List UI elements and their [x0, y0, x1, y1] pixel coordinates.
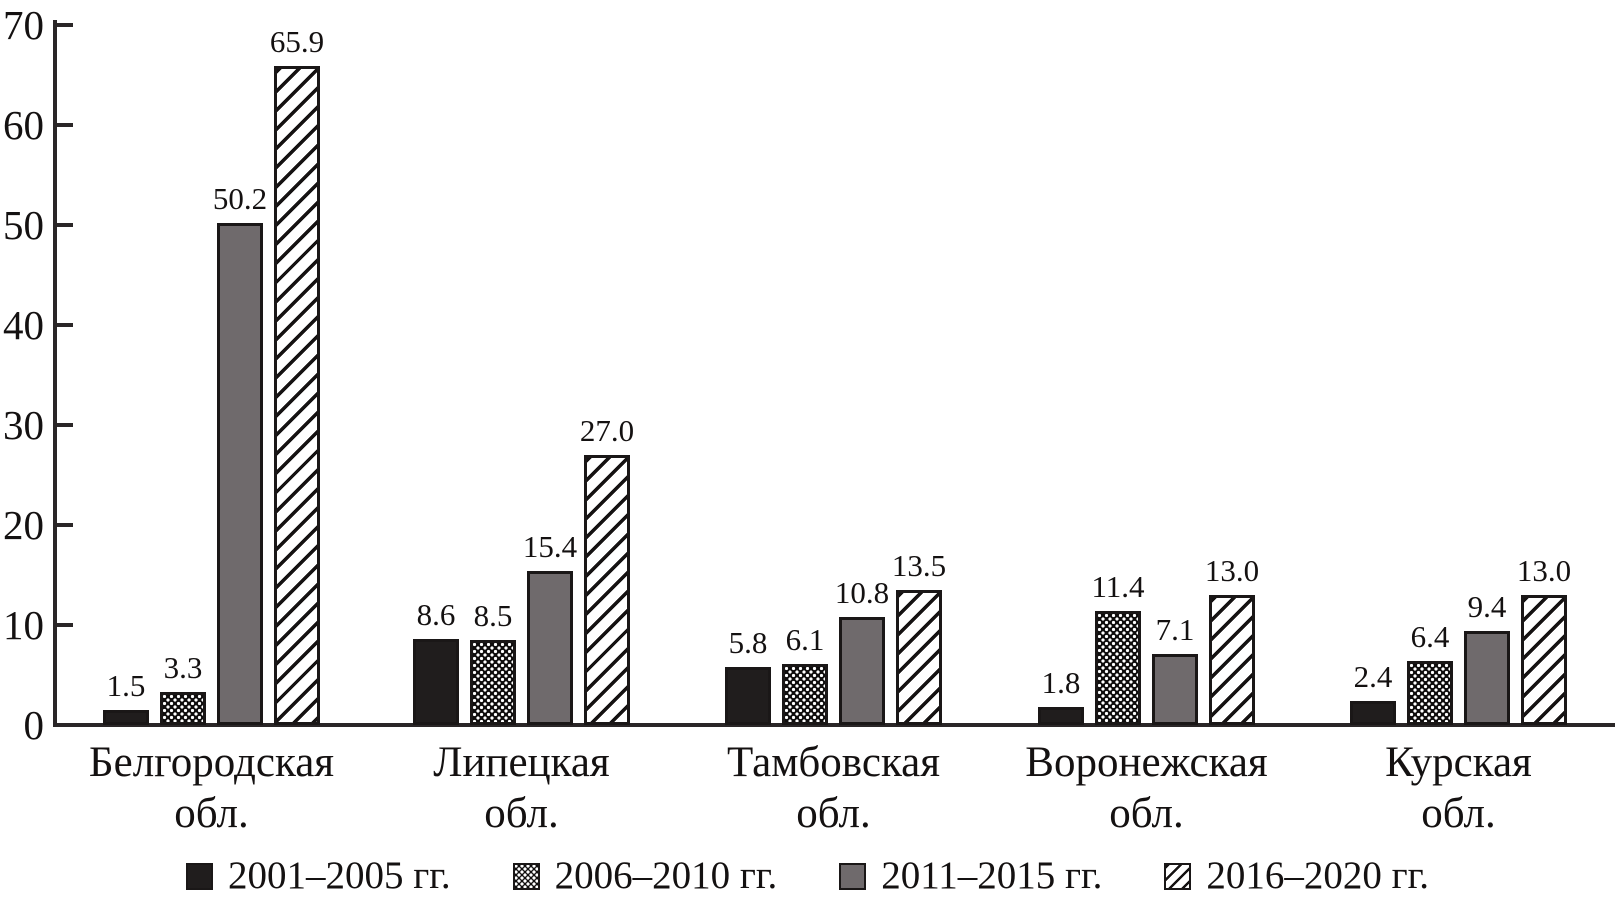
bar-2016–2020 гг.-Липецкая: [584, 455, 630, 725]
bar-2016–2020 гг.-Тамбовская: [896, 590, 942, 725]
category-label-line2: обл.: [484, 790, 559, 837]
bar-value-label: 27.0: [579, 413, 635, 448]
y-axis-line: [53, 20, 57, 727]
legend-marker-solid-black-icon: [186, 862, 214, 890]
bar-value-label: 1.5: [106, 668, 146, 703]
legend-label: 2016–2020 гг.: [1206, 854, 1429, 897]
y-tick-label-70: 70: [3, 2, 44, 48]
y-tick-label-40: 40: [3, 302, 44, 348]
bar-2001–2005 гг.-Курская: [1350, 701, 1396, 725]
y-tick-10: [57, 623, 73, 627]
legend-item-2001–2005 гг.: 2001–2005 гг.: [186, 851, 451, 901]
y-tick-40: [57, 323, 73, 327]
bar-2006–2010 гг.-Воронежская: [1095, 611, 1141, 725]
bar-value-label: 11.4: [1091, 569, 1145, 604]
bar-value-label: 6.4: [1410, 619, 1450, 654]
category-label-line1: Воронежская: [1025, 739, 1268, 786]
bar-2001–2005 гг.-Белгородская: [103, 710, 149, 725]
category-label-line2: обл.: [1109, 790, 1184, 837]
y-tick-label-20: 20: [3, 502, 44, 548]
category-label-Тамбовская: Тамбовская обл.: [664, 737, 1004, 839]
bar-2006–2010 гг.-Тамбовская: [782, 664, 828, 725]
category-label-line2: обл.: [1421, 790, 1496, 837]
bar-2011–2015 гг.-Тамбовская: [839, 617, 885, 725]
category-label-line1: Тамбовская: [726, 739, 941, 786]
y-tick-label-10: 10: [3, 602, 44, 648]
y-tick-label-60: 60: [3, 102, 44, 148]
legend-marker-solid-gray-icon: [839, 862, 867, 890]
y-tick-label-50: 50: [3, 202, 44, 248]
category-label-Курская: Курская обл.: [1289, 737, 1615, 839]
bar-value-label: 6.1: [785, 622, 825, 657]
category-label-line1: Курская: [1385, 739, 1532, 786]
category-label-line1: Липецкая: [433, 739, 610, 786]
bar-value-label: 13.0: [1516, 553, 1572, 588]
y-tick-label-30: 30: [3, 402, 44, 448]
bar-2011–2015 гг.-Воронежская: [1152, 654, 1198, 725]
y-tick-60: [57, 123, 73, 127]
bar-value-label: 13.0: [1204, 553, 1260, 588]
bar-value-label: 9.4: [1467, 589, 1507, 624]
legend-label: 2011–2015 гг.: [881, 854, 1103, 897]
legend-item-2016–2020 гг.: 2016–2020 гг.: [1164, 851, 1429, 901]
bar-2016–2020 гг.-Курская: [1521, 595, 1567, 725]
category-label-Воронежская: Воронежская обл.: [977, 737, 1317, 839]
bar-value-label: 1.8: [1041, 665, 1081, 700]
legend-marker-dotted-icon: [512, 862, 540, 890]
y-tick-label-0: 0: [23, 702, 45, 748]
category-label-Липецкая: Липецкая обл.: [352, 737, 692, 839]
bar-2006–2010 гг.-Белгородская: [160, 692, 206, 725]
bar-value-label: 7.1: [1155, 612, 1195, 647]
legend-item-2011–2015 гг.: 2011–2015 гг.: [839, 851, 1102, 901]
y-tick-50: [57, 223, 73, 227]
bar-2006–2010 гг.-Липецкая: [470, 640, 516, 725]
bar-2006–2010 гг.-Курская: [1407, 661, 1453, 725]
bar-value-label: 5.8: [728, 625, 768, 660]
legend-label: 2006–2010 гг.: [554, 854, 778, 897]
legend-marker-diagonal-hatch-icon: [1164, 862, 1192, 890]
bar-value-label: 3.3: [163, 650, 203, 685]
x-axis-line: [53, 723, 1615, 727]
bar-2011–2015 гг.-Белгородская: [217, 223, 263, 725]
bar-2001–2005 гг.-Воронежская: [1038, 707, 1084, 725]
bar-2011–2015 гг.-Курская: [1464, 631, 1510, 725]
category-label-line2: обл.: [796, 790, 871, 837]
legend-item-2006–2010 гг.: 2006–2010 гг.: [512, 851, 778, 901]
bar-value-label: 2.4: [1353, 659, 1393, 694]
category-label-line1: Белгородская: [88, 739, 335, 786]
bar-value-label: 15.4: [522, 529, 578, 564]
bar-value-label: 50.2: [212, 181, 268, 216]
bar-2016–2020 гг.-Белгородская: [274, 66, 320, 725]
bar-value-label: 65.9: [269, 24, 325, 59]
y-tick-70: [57, 23, 73, 27]
bar-2001–2005 гг.-Липецкая: [413, 639, 459, 725]
category-label-line2: обл.: [174, 790, 249, 837]
category-label-Белгородская: Белгородская обл.: [42, 737, 382, 839]
bar-value-label: 8.5: [473, 598, 513, 633]
bar-value-label: 10.8: [834, 575, 890, 610]
bar-value-label: 13.5: [891, 548, 947, 583]
bar-2016–2020 гг.-Воронежская: [1209, 595, 1255, 725]
bar-2011–2015 гг.-Липецкая: [527, 571, 573, 725]
bar-value-label: 8.6: [416, 597, 456, 632]
y-tick-20: [57, 523, 73, 527]
y-tick-30: [57, 423, 73, 427]
legend: 2001–2005 гг. 2006–2010 гг. 2011–2015 гг. 2…: [0, 848, 1615, 904]
bar-2001–2005 гг.-Тамбовская: [725, 667, 771, 725]
legend-label: 2001–2005 гг.: [228, 854, 451, 897]
